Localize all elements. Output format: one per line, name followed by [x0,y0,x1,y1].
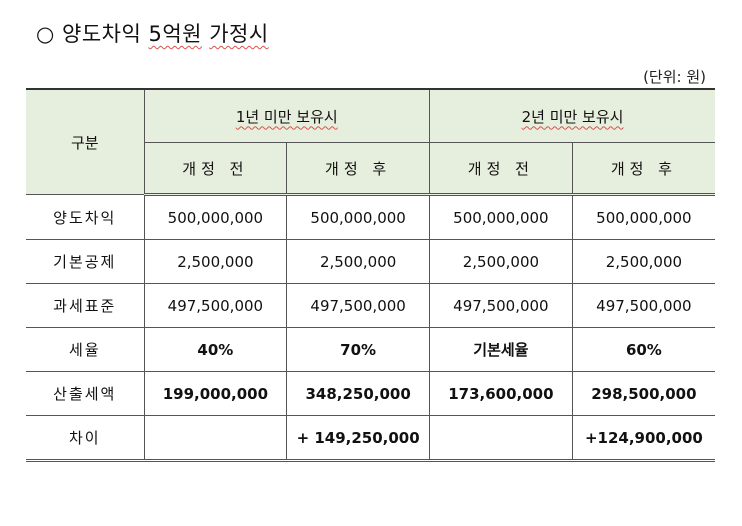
header-after: 개정 후 [571,142,716,196]
table-cell: 497,500,000 [286,283,430,328]
table-cell: 500,000,000 [429,194,573,240]
table-cell: 500,000,000 [286,194,430,240]
document-title: ○ 양도차익 5억원 가정시 [36,18,269,48]
table-row: 양도차익 500,000,000 500,000,000 500,000,000… [26,194,716,240]
table-cell: 199,000,000 [143,371,287,416]
table-cell: + 149,250,000 [286,415,430,462]
table-cell: 2,500,000 [571,239,716,284]
table-cell: 500,000,000 [143,194,287,240]
table-cell: 500,000,000 [571,194,716,240]
table-row: 세율 40% 70% 기본세율 60% [26,327,716,372]
table-cell: 173,600,000 [429,371,573,416]
title-prefix: 양도차익 [62,22,149,46]
table-cell: 40% [143,327,287,372]
table-cell: 기본세율 [429,327,573,372]
table-row: 차이 + 149,250,000 +124,900,000 [26,415,716,462]
table-cell [429,415,573,462]
tax-comparison-table: 구분 1년 미만 보유시 2년 미만 보유시 개정 전 개정 후 개정 전 개정… [26,88,716,462]
row-label: 산출세액 [26,371,144,416]
header-before: 개정 전 [143,142,287,196]
row-label: 양도차익 [26,194,144,240]
table-cell: 60% [571,327,716,372]
header-after: 개정 후 [286,142,430,196]
unit-note: (단위: 원) [643,68,706,86]
row-label: 과세표준 [26,283,144,328]
table-cell: 2,500,000 [286,239,430,284]
table-cell: 298,500,000 [571,371,716,416]
row-label: 차이 [26,415,144,462]
circle-bullet-icon: ○ [36,22,55,46]
table-cell: 2,500,000 [429,239,573,284]
table-cell: 70% [286,327,430,372]
row-label: 기본공제 [26,239,144,284]
table-row: 산출세액 199,000,000 348,250,000 173,600,000… [26,371,716,416]
table-cell: 348,250,000 [286,371,430,416]
table-cell: 497,500,000 [143,283,287,328]
table-cell: 497,500,000 [571,283,716,328]
table-row: 기본공제 2,500,000 2,500,000 2,500,000 2,500… [26,239,716,284]
table-cell: +124,900,000 [571,415,716,462]
table-cell [143,415,287,462]
header-group-1year: 1년 미만 보유시 [143,88,430,143]
header-group-2year: 2년 미만 보유시 [429,88,716,143]
row-label: 세율 [26,327,144,372]
title-amount: 5억원 [148,22,202,46]
table-row: 과세표준 497,500,000 497,500,000 497,500,000… [26,283,716,328]
header-before: 개정 전 [429,142,573,196]
table-cell: 497,500,000 [429,283,573,328]
table-cell: 2,500,000 [143,239,287,284]
title-assumption: 가정시 [209,22,269,46]
header-category: 구분 [26,88,144,195]
